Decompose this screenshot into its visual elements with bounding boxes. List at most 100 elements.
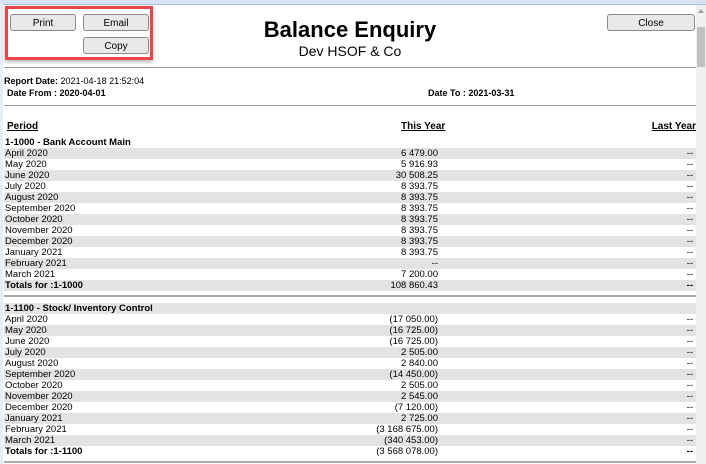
last-year-cell: -- xyxy=(686,358,693,369)
table-row: February 2021 -- -- xyxy=(4,258,696,269)
highlight-box xyxy=(5,6,153,60)
period-cell: August 2020 xyxy=(5,358,59,369)
vertical-scrollbar[interactable] xyxy=(696,5,706,464)
table-row: September 2020 (14 450.00) -- xyxy=(4,369,696,380)
last-year-cell: -- xyxy=(686,413,693,424)
scrollbar-thumb[interactable] xyxy=(697,27,705,67)
table-row: July 2020 8 393.75 -- xyxy=(4,181,696,192)
period-cell: January 2021 xyxy=(5,247,63,258)
last-year-cell: -- xyxy=(686,181,693,192)
last-year-cell: -- xyxy=(686,380,693,391)
print-button[interactable]: Print xyxy=(10,14,76,31)
this-year-cell: (340 453.00) xyxy=(384,435,438,446)
table-row: May 2020 5 916.93 -- xyxy=(4,159,696,170)
table-row: May 2020 (16 725.00) -- xyxy=(4,325,696,336)
this-year-cell: 2 725.00 xyxy=(401,413,438,424)
date-from: Date From : 2020-04-01 xyxy=(7,88,106,98)
column-header-period: Period xyxy=(7,121,39,132)
page-title: Balance Enquiry xyxy=(263,17,437,42)
copy-button[interactable]: Copy xyxy=(83,37,149,54)
period-cell: September 2020 xyxy=(5,369,76,380)
period-cell: April 2020 xyxy=(5,314,48,325)
period-cell: June 2020 xyxy=(5,170,50,181)
table-row: December 2020 (7 120.00) -- xyxy=(4,402,696,413)
period-cell: October 2020 xyxy=(5,380,63,391)
last-year-cell: -- xyxy=(686,236,693,247)
this-year-cell: 2 545.00 xyxy=(401,391,438,402)
section-title: 1-1000 - Bank Account Main xyxy=(5,137,131,148)
this-year-cell: (16 725.00) xyxy=(389,325,438,336)
last-year-cell: -- xyxy=(686,369,693,380)
window-top-border xyxy=(0,0,706,5)
totals-row: Totals for :1-1000 108 860.43 -- xyxy=(4,280,696,291)
company-name: Dev HSOF & Co xyxy=(298,43,402,59)
period-cell: May 2020 xyxy=(5,159,47,170)
email-button[interactable]: Email xyxy=(83,14,149,31)
date-to-label: Date To : xyxy=(428,88,466,98)
totals-row: Totals for :1-1100 (3 568 078.00) -- xyxy=(4,446,696,457)
table-row: December 2020 8 393.75 -- xyxy=(4,236,696,247)
report-date-value: 2021-04-18 21:52:04 xyxy=(60,76,145,86)
last-year-cell: -- xyxy=(686,258,693,269)
account-section: 1-1000 - Bank Account Main April 2020 6 47… xyxy=(4,137,696,297)
table-row: September 2020 8 393.75 -- xyxy=(4,203,696,214)
period-cell: July 2020 xyxy=(5,181,46,192)
period-cell: October 2020 xyxy=(5,214,63,225)
this-year-cell: 8 393.75 xyxy=(401,192,438,203)
last-year-cell: -- xyxy=(686,247,693,258)
this-year-cell: 7 200.00 xyxy=(401,269,438,280)
date-from-value: 2020-04-01 xyxy=(59,88,106,98)
last-year-cell: -- xyxy=(686,170,693,181)
last-year-cell: -- xyxy=(686,391,693,402)
table-row: August 2020 2 840.00 -- xyxy=(4,358,696,369)
this-year-cell: 8 393.75 xyxy=(401,181,438,192)
this-year-cell: 2 505.00 xyxy=(401,380,438,391)
table-row: July 2020 2 505.00 -- xyxy=(4,347,696,358)
this-year-cell: 30 508.25 xyxy=(395,170,438,181)
period-cell: March 2021 xyxy=(5,269,56,280)
last-year-cell: -- xyxy=(686,435,693,446)
period-cell: March 2021 xyxy=(5,435,56,446)
last-year-cell: -- xyxy=(686,347,693,358)
totals-this-year: (3 568 078.00) xyxy=(376,446,438,457)
date-to-value: 2021-03-31 xyxy=(468,88,515,98)
section-header: 1-1100 - Stock/ Inventory Control xyxy=(4,303,696,314)
totals-label: Totals for :1-1000 xyxy=(5,280,83,291)
period-cell: January 2021 xyxy=(5,413,63,424)
period-cell: August 2020 xyxy=(5,192,59,203)
period-cell: November 2020 xyxy=(5,391,73,402)
table-row: October 2020 8 393.75 -- xyxy=(4,214,696,225)
totals-this-year: 108 860.43 xyxy=(390,280,438,291)
this-year-cell: 8 393.75 xyxy=(401,247,438,258)
column-header-last-year: Last Year xyxy=(651,121,696,132)
last-year-cell: -- xyxy=(686,225,693,236)
this-year-cell: -- xyxy=(431,258,438,269)
table-row: August 2020 8 393.75 -- xyxy=(4,192,696,203)
last-year-cell: -- xyxy=(686,314,693,325)
report-date: Report Date: 2021-04-18 21:52:04 xyxy=(4,76,144,86)
divider xyxy=(4,105,696,106)
last-year-cell: -- xyxy=(686,214,693,225)
table-row: March 2021 7 200.00 -- xyxy=(4,269,696,280)
this-year-cell: (14 450.00) xyxy=(389,369,438,380)
last-year-cell: -- xyxy=(686,203,693,214)
table-row: June 2020 30 508.25 -- xyxy=(4,170,696,181)
period-cell: February 2021 xyxy=(5,258,67,269)
account-section: 1-1100 - Stock/ Inventory Control April 2… xyxy=(4,303,696,463)
close-button[interactable]: Close xyxy=(607,14,695,31)
date-from-label: Date From : xyxy=(7,88,58,98)
period-cell: February 2021 xyxy=(5,424,67,435)
this-year-cell: 8 393.75 xyxy=(401,236,438,247)
table-row: April 2020 6 479.00 -- xyxy=(4,148,696,159)
last-year-cell: -- xyxy=(686,148,693,159)
last-year-cell: -- xyxy=(686,402,693,413)
table-row: April 2020 (17 050.00) -- xyxy=(4,314,696,325)
table-row: November 2020 8 393.75 -- xyxy=(4,225,696,236)
scroll-up-arrow-icon[interactable] xyxy=(698,9,704,13)
table-row: February 2021 (3 168 675.00) -- xyxy=(4,424,696,435)
report-date-label: Report Date: xyxy=(4,76,59,86)
column-header-this-year: This Year xyxy=(401,121,446,132)
section-header: 1-1000 - Bank Account Main xyxy=(4,137,696,148)
totals-label: Totals for :1-1100 xyxy=(5,446,83,457)
last-year-cell: -- xyxy=(686,336,693,347)
